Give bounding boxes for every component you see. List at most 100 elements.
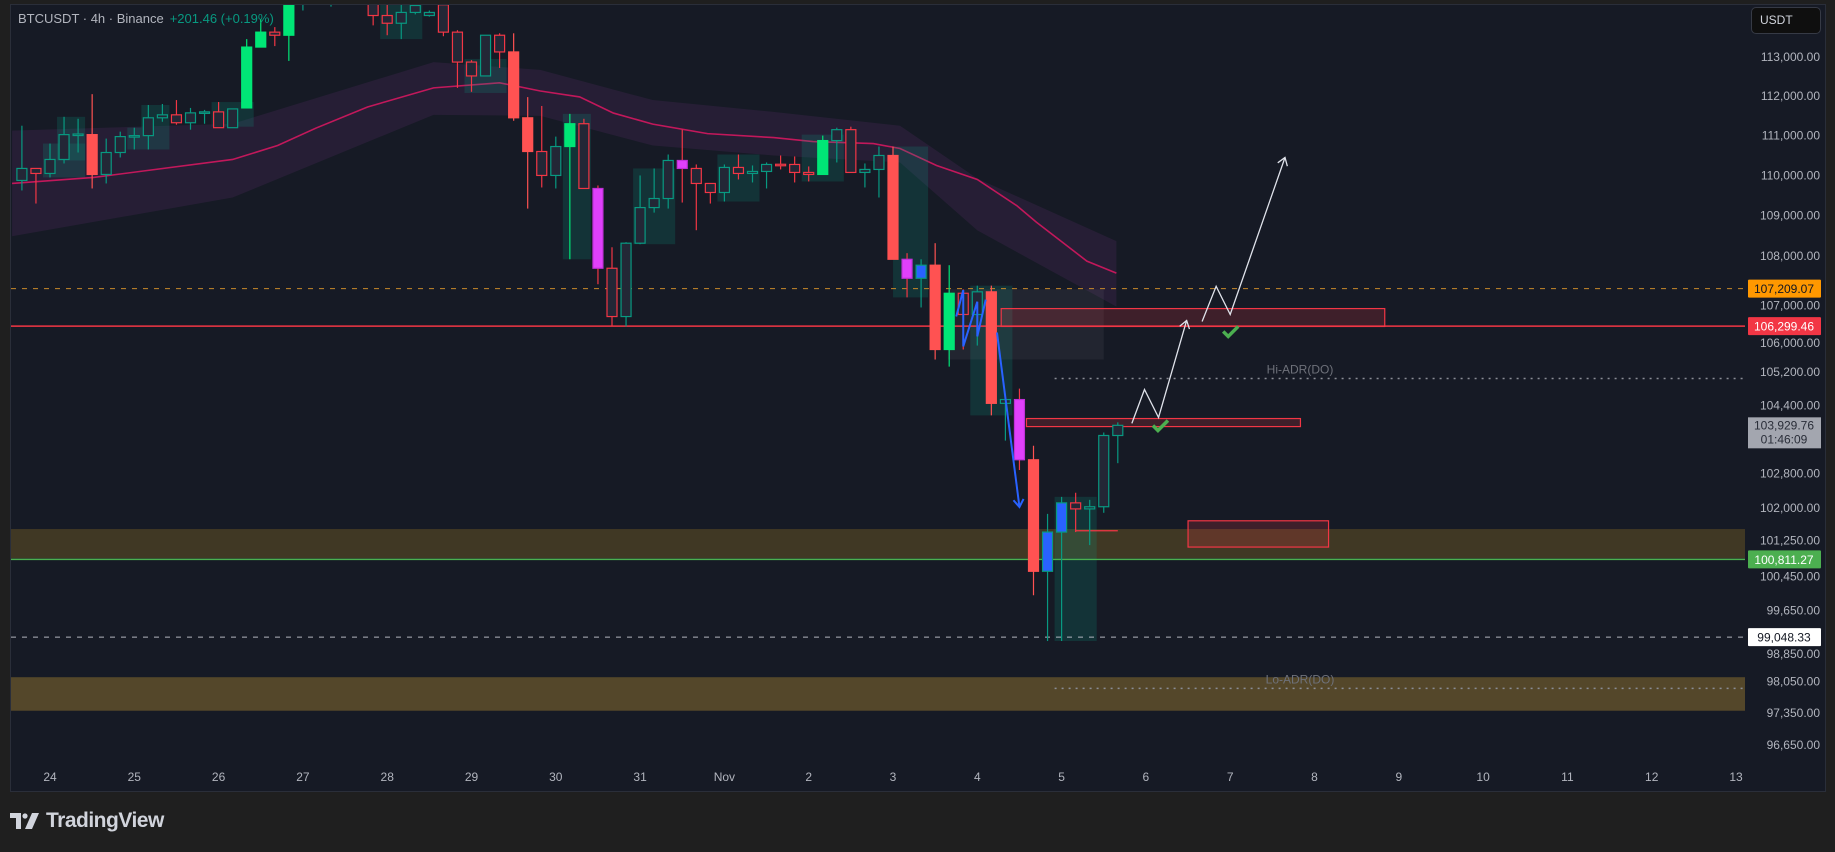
time-tick-label: 8	[1311, 770, 1318, 784]
candle-body	[44, 158, 56, 175]
candle	[634, 175, 646, 245]
symbol-legend[interactable]: BTCUSDT · 4h · Binance +201.46 (+0.19%)	[18, 11, 274, 26]
chart-pane[interactable]	[10, 4, 1826, 792]
price-tick-label: 99,650.00	[1767, 603, 1821, 617]
price-tick-label: 97,350.00	[1767, 706, 1821, 720]
time-tick-label: 6	[1143, 770, 1150, 784]
candle-body	[198, 111, 211, 114]
candle-body	[1041, 531, 1054, 572]
price-tick-label: 111,000.00	[1762, 129, 1821, 143]
candle	[312, 0, 322, 3]
candle-body	[789, 163, 801, 174]
time-tick-label: 31	[633, 770, 647, 784]
candle	[676, 129, 688, 203]
candle-body	[367, 5, 379, 17]
candle-body	[522, 117, 534, 153]
candle	[831, 127, 843, 163]
time-tick-label: Nov	[714, 770, 735, 784]
zone-layer	[11, 529, 1745, 711]
candle-body	[451, 31, 464, 63]
price-tick-label: 104,400.00	[1760, 398, 1820, 412]
time-tick-label: 28	[381, 770, 395, 784]
checkmark-icon	[1151, 419, 1170, 434]
candle-body	[831, 129, 843, 142]
price-tick-label: 106,000.00	[1760, 336, 1820, 350]
time-tick-label: 29	[465, 770, 479, 784]
blue-zigzag	[955, 289, 987, 347]
candle	[817, 135, 829, 176]
candle-body	[298, 0, 308, 1]
candle-body	[395, 11, 407, 24]
candle-body	[1084, 506, 1096, 510]
time-tick-label: 10	[1476, 770, 1490, 784]
time-tick-label: 25	[128, 770, 142, 784]
candle-body	[128, 135, 140, 138]
demand-zone	[11, 677, 1745, 711]
time-tick-label: 26	[212, 770, 226, 784]
candle-body	[634, 206, 646, 244]
price-label-box	[1748, 550, 1821, 569]
candle-body	[690, 167, 702, 185]
candle	[648, 168, 660, 213]
candle-body	[985, 291, 997, 404]
candle	[592, 185, 604, 285]
time-tick-label: 27	[296, 770, 310, 784]
candle	[985, 285, 997, 416]
candle-body	[536, 150, 548, 177]
candle	[873, 146, 885, 198]
price-label-text: 106,299.46	[1754, 320, 1814, 334]
candle-body	[409, 5, 421, 14]
candle	[1084, 499, 1096, 546]
candle-body	[760, 163, 773, 173]
candle	[44, 143, 56, 178]
candle-body	[213, 111, 225, 129]
candle-body	[283, 5, 295, 36]
currency-button[interactable]: USDT	[1751, 7, 1821, 34]
candle	[170, 100, 183, 125]
price-label-box	[1748, 279, 1821, 298]
candle	[564, 113, 576, 260]
tradingview-logo[interactable]: TradingView	[10, 809, 164, 833]
price-label-box	[1748, 628, 1821, 647]
candle-body	[746, 170, 759, 175]
arrowhead-icon	[1277, 156, 1288, 167]
candle	[859, 163, 871, 188]
red-supply-box	[1000, 307, 1386, 328]
price-tick-label: 101,250.00	[1760, 533, 1820, 547]
time-axis[interactable]: 24 25 26 27 28 29 30 31 Nov 2 3 4 5 6 7 8 9 10 11 12 13	[43, 770, 1743, 784]
candle-body	[564, 123, 576, 148]
candle	[1070, 492, 1082, 533]
candle-body	[1112, 424, 1124, 437]
candle	[929, 243, 941, 360]
candle-body	[929, 264, 941, 351]
candle-body	[508, 51, 520, 119]
candle	[1041, 513, 1054, 642]
candle-body	[676, 159, 688, 170]
candle-body	[550, 145, 562, 177]
price-tick-label: 113,000.00	[1761, 50, 1820, 64]
price-axis[interactable]: 113,000.00 112,000.00 111,000.00 110,000.00…	[1760, 50, 1820, 752]
checkmark-icon	[1221, 325, 1240, 339]
price-label-text: 99,048.33	[1757, 631, 1811, 645]
candle-body	[817, 139, 829, 176]
price-change: +201.46 (+0.19%)	[169, 11, 274, 26]
candle	[1098, 432, 1110, 513]
last-price-box	[1748, 417, 1821, 449]
ema-band	[12, 62, 1117, 307]
candle-body	[72, 133, 84, 137]
candle	[1055, 496, 1068, 642]
candle-body	[30, 167, 42, 175]
arrowhead-icon	[1179, 319, 1191, 330]
candle-body	[718, 166, 731, 194]
candle	[522, 97, 534, 209]
candle	[465, 60, 478, 92]
tradingview-logo-icon	[10, 813, 39, 829]
candle	[550, 136, 562, 189]
candle	[142, 104, 154, 150]
candle-body	[1070, 502, 1082, 510]
candle-body	[269, 31, 281, 36]
last-price-text: 103,929.76	[1754, 418, 1814, 432]
candle	[16, 125, 28, 191]
candle	[298, 0, 308, 11]
